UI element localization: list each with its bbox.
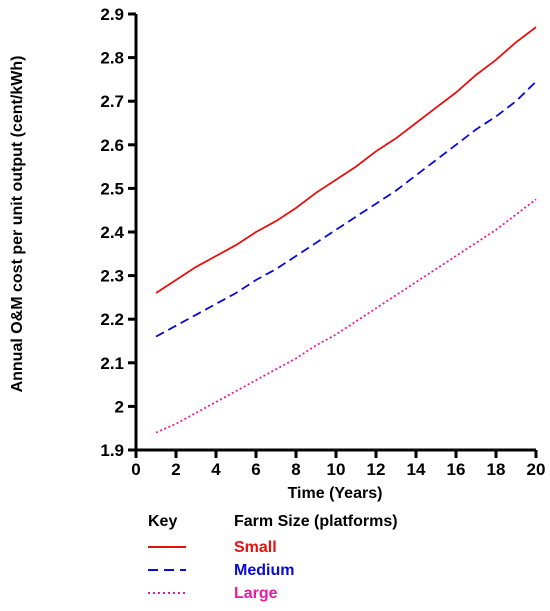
- x-tick-label: 8: [291, 460, 300, 479]
- x-tick-label: 10: [327, 460, 346, 479]
- x-tick-label: 2: [171, 460, 180, 479]
- x-tick-label: 18: [487, 460, 506, 479]
- series-line-large: [155, 198, 537, 434]
- y-tick-label: 2.1: [100, 354, 124, 373]
- legend-label-small: Small: [234, 539, 277, 556]
- x-tick-label: 4: [211, 460, 221, 479]
- x-tick-label: 6: [251, 460, 260, 479]
- x-tick-label: 14: [407, 460, 426, 479]
- y-tick-label: 2.9: [100, 5, 124, 24]
- series-line-small: [155, 26, 537, 294]
- y-tick-label: 2: [115, 397, 124, 416]
- x-tick-label: 0: [131, 460, 140, 479]
- series-layer: [155, 26, 537, 434]
- y-tick-label: 2.2: [100, 310, 124, 329]
- series-line-medium: [155, 80, 537, 338]
- x-tick-label: 16: [447, 460, 466, 479]
- x-tick-label: 12: [367, 460, 386, 479]
- axes-layer: 1.9 2 2.1 2.2 2.3 2.4 2.5 2.6 2.7 2.8 2.9 0 2 4 6 8 10 12…: [100, 5, 545, 479]
- y-axis-title: Annual O&M cost per unit output (cent/kW…: [9, 56, 26, 393]
- y-tick-label: 2.5: [100, 179, 124, 198]
- y-tick-label: 2.8: [100, 49, 124, 68]
- y-tick-label: 1.9: [100, 441, 124, 460]
- y-tick-label: 2.7: [100, 92, 124, 111]
- legend-label-medium: Medium: [234, 562, 294, 579]
- legend-items: Small Medium Large: [148, 539, 294, 602]
- x-axis-title: Time (Years): [288, 485, 383, 502]
- legend: Key Farm Size (platforms) Small Medium Lar…: [148, 513, 398, 602]
- y-tick-label: 2.6: [100, 136, 124, 155]
- y-tick-label: 2.4: [100, 223, 124, 242]
- x-tick-label: 20: [527, 460, 546, 479]
- y-tick-label: 2.3: [100, 267, 124, 286]
- legend-heading: Farm Size (platforms): [234, 513, 398, 530]
- legend-key-label: Key: [148, 513, 177, 530]
- legend-label-large: Large: [234, 585, 278, 602]
